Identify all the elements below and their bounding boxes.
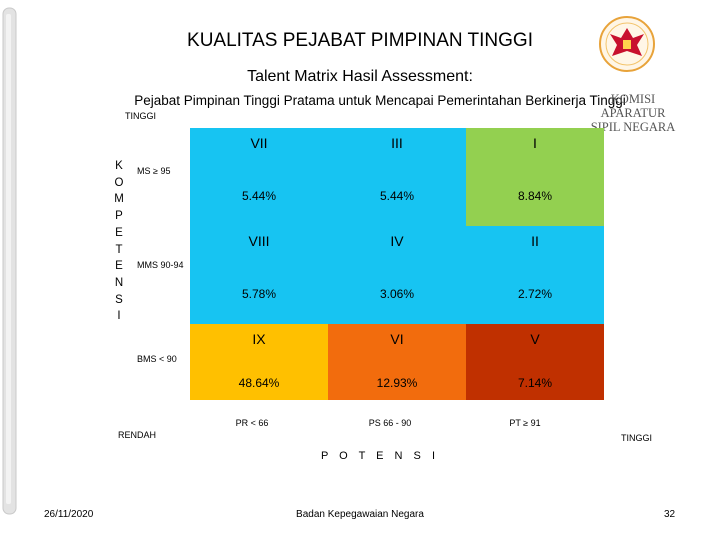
matrix-cell: IV 3.06% (328, 226, 466, 324)
matrix-cell-percentage: 3.06% (379, 287, 415, 301)
matrix-cell-percentage: 12.93% (376, 376, 418, 390)
y-axis-title-letter: M (114, 193, 124, 206)
x-axis-column-label-high: PT ≥ 91 (509, 418, 541, 428)
x-axis-column-label-low: PR < 66 (235, 418, 269, 428)
matrix-cell-percentage: 7.14% (517, 376, 553, 390)
matrix-cell-code: IX (252, 331, 266, 347)
talent-matrix-grid: VII 5.44% III 5.44% I 8.84% VIII 5.78% IV 3.06% II… (190, 128, 604, 400)
matrix-cell: VII 5.44% (190, 128, 328, 226)
matrix-cell-percentage: 8.84% (517, 189, 553, 203)
y-axis-top-label: TINGGI (125, 111, 156, 121)
logo-text: KOMISI APARATUR SIPIL NEGARA (578, 92, 688, 134)
matrix-cell-percentage: 5.78% (241, 287, 277, 301)
x-axis-title: P O T E N S I (320, 450, 440, 462)
matrix-cell-percentage: 5.44% (379, 189, 415, 203)
garuda-logo-icon (592, 14, 662, 74)
left-frame-bar (0, 0, 22, 540)
page-title: KUALITAS PEJABAT PIMPINAN TINGGI (187, 30, 533, 51)
page-subtitle-secondary: Pejabat Pimpinan Tinggi Pratama untuk Me… (134, 93, 626, 108)
y-axis-title-letter: I (117, 310, 121, 323)
matrix-cell: VI 12.93% (328, 324, 466, 400)
matrix-cell: III 5.44% (328, 128, 466, 226)
matrix-cell: I 8.84% (466, 128, 604, 226)
matrix-cell: V 7.14% (466, 324, 604, 400)
logo-line2: SIPIL NEGARA (590, 120, 676, 134)
matrix-cell-code: VI (390, 331, 404, 347)
x-axis-right-label: TINGGI (621, 433, 652, 443)
matrix-cell-code: III (391, 135, 403, 151)
matrix-cell-code: I (533, 135, 537, 151)
footer-organization: Badan Kepegawaian Negara (296, 509, 424, 520)
matrix-cell: IX 48.64% (190, 324, 328, 400)
matrix-cell-percentage: 48.64% (238, 376, 280, 390)
matrix-cell: II 2.72% (466, 226, 604, 324)
y-axis-title-letter: N (114, 276, 124, 289)
y-axis-title-letter: S (115, 293, 123, 306)
matrix-cell-percentage: 5.44% (241, 189, 277, 203)
footer-page-number: 32 (664, 509, 676, 520)
matrix-cell-code: VII (250, 135, 268, 151)
y-axis-title-letter: E (115, 226, 123, 239)
y-axis-title-letter: K (115, 160, 123, 172)
y-axis-bottom-label: RENDAH (118, 430, 157, 440)
x-axis-column-label-mid: PS 66 - 90 (368, 418, 412, 428)
matrix-cell-code: VIII (248, 233, 270, 249)
y-axis-row-label-bottom: BMS < 90 (137, 354, 177, 364)
page-subtitle: Talent Matrix Hasil Assessment: (247, 68, 473, 85)
y-axis-title-letter: P (115, 210, 123, 223)
matrix-cell-code: II (531, 233, 539, 249)
y-axis-title-letter: T (115, 243, 123, 256)
matrix-cell: VIII 5.78% (190, 226, 328, 324)
footer-date: 26/11/2020 (44, 509, 94, 520)
y-axis-title-letter: O (114, 176, 124, 189)
logo-line1: KOMISI APARATUR (600, 92, 666, 120)
y-axis-row-label-middle: MMS 90-94 (137, 260, 184, 270)
matrix-cell-percentage: 2.72% (517, 287, 553, 301)
y-axis-row-label-top: MS ≥ 95 (137, 166, 171, 176)
y-axis-title-letter: E (115, 260, 123, 273)
matrix-cell-code: V (530, 331, 540, 347)
matrix-cell-code: IV (390, 233, 404, 249)
